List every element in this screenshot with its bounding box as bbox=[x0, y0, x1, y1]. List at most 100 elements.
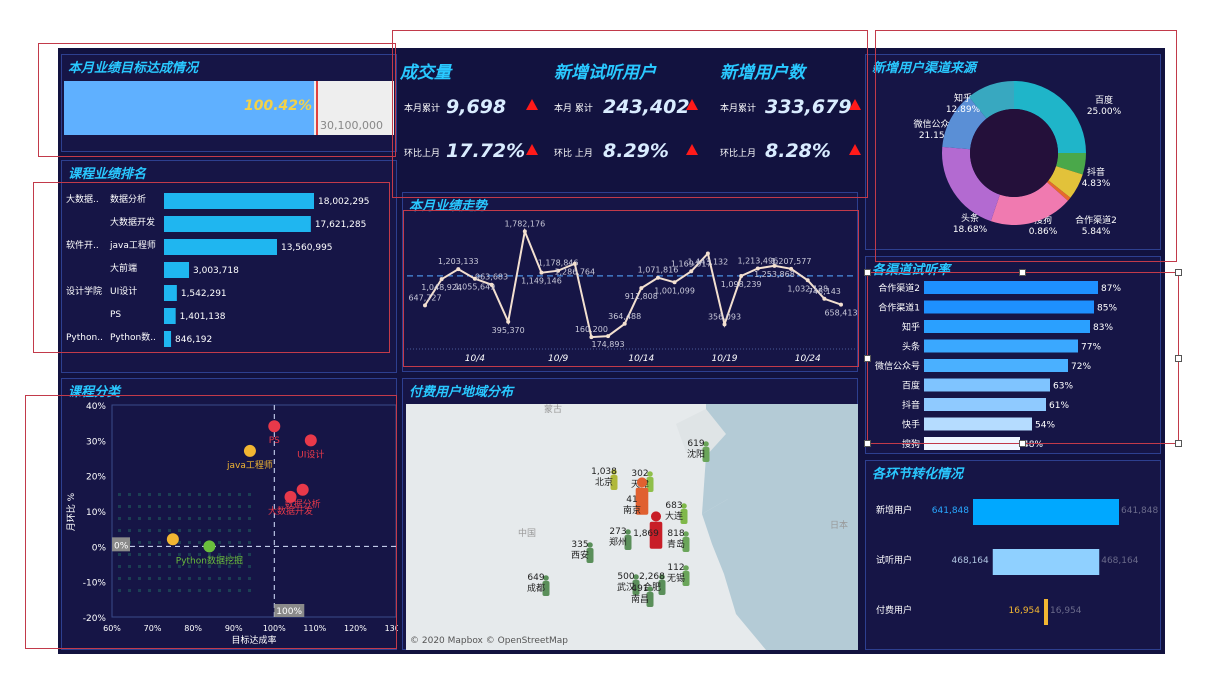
background-texture bbox=[168, 577, 171, 580]
scatter-point-label: PS bbox=[269, 436, 280, 446]
background-texture bbox=[148, 553, 151, 556]
background-texture bbox=[198, 529, 201, 532]
background-texture bbox=[248, 553, 251, 556]
scatter-point bbox=[166, 533, 179, 546]
funnel-value-label: 468,164 bbox=[952, 556, 989, 566]
donut-slice bbox=[1055, 153, 1086, 175]
background-texture bbox=[158, 565, 161, 568]
x-tick-label: 60% bbox=[103, 624, 121, 633]
resize-handle[interactable] bbox=[1019, 440, 1026, 447]
x-tick-label: 80% bbox=[184, 624, 202, 633]
kpi-users-title: 新增用户数 bbox=[720, 63, 805, 83]
background-texture bbox=[158, 577, 161, 580]
background-texture bbox=[138, 505, 141, 508]
background-texture bbox=[148, 505, 151, 508]
resize-handle[interactable] bbox=[1175, 355, 1182, 362]
trend-value-label: 1,001,099 bbox=[654, 286, 695, 295]
scatter-point bbox=[304, 434, 317, 447]
up-arrow-icon bbox=[849, 144, 861, 155]
donut-slice-pct: 25.00% bbox=[1087, 107, 1122, 117]
region-map[interactable]: 蒙古中国日本1,038北京302天津619沈阳41南京683大连273郑州1,8… bbox=[406, 404, 858, 650]
channel-trial-panel[interactable]: 各渠道试听率 合作渠道2 87% 合作渠道1 85% 知乎 83% 头条 77% 微信公众号 72… bbox=[865, 256, 1161, 454]
background-texture bbox=[138, 565, 141, 568]
person-marker-head bbox=[683, 531, 689, 537]
course-category-panel[interactable]: 课程分类 40% 30% 20% 10% 0% -10% -20% 60% 70% 80% 90% 1… bbox=[61, 378, 398, 650]
resize-handle[interactable] bbox=[1019, 269, 1026, 276]
donut-slice-name: 合作渠道2 bbox=[1075, 214, 1117, 226]
map-country-label: 中国 bbox=[518, 527, 536, 539]
trend-point bbox=[755, 266, 760, 271]
kpi-users-mom-label: 环比上月 bbox=[720, 149, 757, 159]
person-marker-head bbox=[703, 441, 709, 447]
background-texture bbox=[178, 517, 181, 520]
ref-x-badge bbox=[274, 604, 305, 617]
ranking-value-label: 3,003,718 bbox=[193, 266, 239, 276]
channel-bar bbox=[924, 320, 1090, 333]
background-texture bbox=[178, 553, 181, 556]
funnel-right-label: 641,848 bbox=[1121, 506, 1158, 516]
ranking-bar bbox=[164, 193, 314, 209]
trend-point bbox=[772, 263, 777, 268]
annotation-box bbox=[403, 210, 859, 367]
resize-handle[interactable] bbox=[864, 440, 871, 447]
background-texture bbox=[228, 517, 231, 520]
channel-pct-label: 48% bbox=[1023, 440, 1043, 450]
background-texture bbox=[128, 553, 131, 556]
person-marker-body bbox=[646, 477, 654, 492]
trend-point bbox=[572, 261, 577, 266]
resize-handle[interactable] bbox=[864, 269, 871, 276]
background-texture bbox=[238, 553, 241, 556]
ref-x-label: 100% bbox=[276, 607, 302, 617]
person-marker-head bbox=[681, 503, 687, 509]
person-marker-head bbox=[625, 529, 631, 535]
donut-slice-pct: 0.86% bbox=[1029, 227, 1058, 237]
channel-pct-label: 61% bbox=[1049, 401, 1069, 411]
selection-box[interactable] bbox=[867, 272, 1179, 444]
background-texture bbox=[188, 541, 191, 544]
background-texture bbox=[118, 565, 121, 568]
ranking-course-label: 数据分析 bbox=[110, 193, 146, 205]
resize-handle[interactable] bbox=[864, 355, 871, 362]
trend-value-label: 1,286,764 bbox=[554, 268, 595, 277]
resize-handle[interactable] bbox=[1175, 440, 1182, 447]
background-texture bbox=[238, 529, 241, 532]
background-texture bbox=[158, 493, 161, 496]
kpi-trial-mom-label: 环比 上月 bbox=[554, 149, 593, 159]
trend-value-label: 647,727 bbox=[408, 293, 441, 302]
funnel-value-label: 16,954 bbox=[1009, 606, 1041, 616]
trend-value-label: 1,253,868 bbox=[754, 270, 795, 279]
background-texture bbox=[248, 517, 251, 520]
ranking-group-label: Python.. bbox=[66, 333, 103, 343]
channels-chart: 合作渠道2 87% 合作渠道1 85% 知乎 83% 头条 77% 微信公众号 72% 百度 63% 抖… bbox=[875, 281, 1121, 450]
conversion-panel[interactable]: 各环节转化情况 新增用户 641,848 641,848 试听用户 468,164 468… bbox=[865, 460, 1161, 650]
up-arrow-icon bbox=[686, 99, 698, 110]
background-texture bbox=[238, 505, 241, 508]
background-texture bbox=[158, 529, 161, 532]
trend-point bbox=[522, 229, 527, 234]
funnel-right-label: 468,164 bbox=[1101, 556, 1138, 566]
x-tick-label: 100% bbox=[263, 624, 286, 633]
ranking-group-label: 设计学院 bbox=[66, 285, 102, 297]
trend-panel[interactable]: 本月业绩走势 647,727 1,048,924 1,203,133 1,055,64… bbox=[402, 192, 858, 372]
trend-value-label: 174,893 bbox=[591, 340, 624, 349]
person-marker-body bbox=[682, 537, 690, 552]
background-texture bbox=[218, 577, 221, 580]
background-texture bbox=[208, 553, 211, 556]
channel-source-panel[interactable]: 新增用户渠道来源 百度 25.00% 抖音 4.83% 合作渠道2 5.84% 搜狗 0.86… bbox=[865, 54, 1161, 250]
funnel-chart: 新增用户 641,848 641,848 试听用户 468,164 468,164 付费用户… bbox=[876, 499, 1158, 625]
background-texture bbox=[178, 493, 181, 496]
x-tick-label: 110% bbox=[303, 624, 326, 633]
kpi-deals-title: 成交量 bbox=[400, 63, 451, 83]
trend-value-label: 1,098,239 bbox=[721, 280, 762, 289]
person-marker-head bbox=[633, 574, 639, 580]
ranking-panel[interactable]: 课程业绩排名 大数据.. 数据分析 18,002,295 大数据开发 17,621,28… bbox=[61, 160, 397, 373]
background-texture bbox=[218, 565, 221, 568]
trend-value-label: 963,683 bbox=[475, 273, 508, 282]
target-panel[interactable]: 本月业绩目标达成情况 100.42% 30,100,000 bbox=[61, 54, 397, 152]
resize-handle[interactable] bbox=[1175, 269, 1182, 276]
background-texture bbox=[238, 565, 241, 568]
person-marker-body bbox=[646, 592, 654, 607]
map-canvas: 蒙古中国日本1,038北京302天津619沈阳41南京683大连273郑州1,8… bbox=[406, 404, 858, 650]
person-marker-body bbox=[702, 447, 710, 462]
city-name-label: 西安 bbox=[571, 549, 589, 561]
